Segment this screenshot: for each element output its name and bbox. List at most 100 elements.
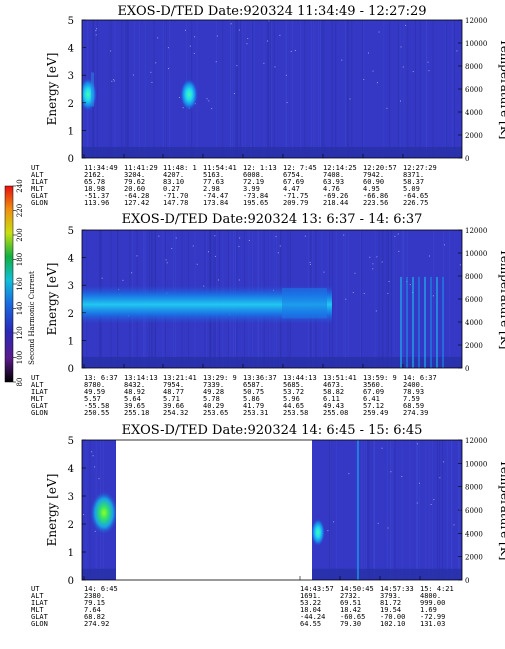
table-cell: 7.59 bbox=[403, 395, 420, 403]
table-cell: 4.95 bbox=[363, 185, 380, 193]
table-cell: 11:41:29 bbox=[124, 164, 158, 172]
speckle bbox=[165, 259, 167, 261]
texture-streak bbox=[110, 20, 112, 158]
texture-streak bbox=[96, 20, 98, 158]
speckle bbox=[390, 471, 392, 473]
speckle bbox=[323, 271, 325, 273]
table-cell: 4673. bbox=[323, 381, 344, 389]
y-tick-label: 1 bbox=[68, 126, 74, 137]
panel-title: EXOS-D/TED Date:920324 13: 6:37 - 14: 6:… bbox=[122, 212, 423, 227]
table-cell: 8371. bbox=[403, 171, 424, 179]
speckle bbox=[175, 237, 177, 239]
table-cell: 79.30 bbox=[340, 620, 361, 628]
table-cell: 68.82 bbox=[84, 613, 105, 621]
y2-tick-label: 6000 bbox=[465, 86, 483, 94]
texture-streak bbox=[121, 20, 123, 158]
texture-streak bbox=[432, 20, 434, 158]
texture-streak bbox=[165, 20, 167, 158]
texture-streak bbox=[401, 440, 403, 580]
table-cell: 18.42 bbox=[340, 606, 361, 614]
table-cell: 50.75 bbox=[243, 388, 264, 396]
speckle bbox=[381, 261, 383, 263]
texture-streak bbox=[389, 440, 391, 580]
texture-streak bbox=[240, 20, 242, 158]
plasma-enhancement bbox=[90, 490, 118, 535]
orbit-info-table: UT 14: 6:45 14:43:57 14:50:45 14:57:33 15: 4:… bbox=[31, 585, 454, 628]
table-cell: 253.58 bbox=[283, 409, 308, 417]
speckle bbox=[432, 295, 434, 297]
texture-streak bbox=[153, 20, 155, 158]
table-cell: 48.77 bbox=[163, 388, 184, 396]
speckle bbox=[136, 255, 138, 257]
panel-title: EXOS-D/TED Date:920324 11:34:49 - 12:27:… bbox=[117, 4, 426, 19]
y-tick-label: 5 bbox=[68, 436, 74, 447]
speckle bbox=[166, 262, 168, 264]
table-cell: 40.29 bbox=[203, 402, 224, 410]
texture-streak bbox=[383, 20, 385, 158]
table-cell: 14:43:57 bbox=[300, 585, 334, 593]
table-cell: 250.55 bbox=[84, 409, 109, 417]
table-cell: 259.49 bbox=[363, 409, 388, 417]
speckle bbox=[349, 98, 351, 100]
texture-streak bbox=[452, 20, 454, 158]
texture-streak bbox=[378, 230, 380, 368]
speckle bbox=[290, 50, 292, 52]
y2-axis-label: Temperature [K] bbox=[498, 249, 505, 350]
table-row-label: ILAT bbox=[31, 178, 49, 186]
speckle bbox=[101, 277, 103, 279]
texture-streak bbox=[318, 20, 320, 158]
table-cell: 3204. bbox=[124, 171, 145, 179]
texture-streak bbox=[163, 20, 165, 158]
speckle bbox=[236, 65, 238, 67]
table-cell: 81.72 bbox=[380, 599, 401, 607]
texture-streak bbox=[355, 440, 357, 580]
speckle bbox=[95, 30, 97, 32]
table-row-label: GLON bbox=[31, 620, 48, 628]
table-cell: 13:14:13 bbox=[124, 374, 158, 382]
speckle bbox=[377, 522, 379, 524]
low-energy-band bbox=[82, 356, 462, 368]
speckle bbox=[354, 272, 356, 274]
table-row-label: ALT bbox=[31, 381, 44, 389]
speckle bbox=[341, 59, 343, 61]
table-cell: 39.66 bbox=[163, 402, 184, 410]
texture-streak bbox=[345, 20, 347, 158]
texture-streak bbox=[127, 20, 128, 158]
texture-streak bbox=[390, 440, 391, 580]
speckle bbox=[113, 79, 115, 81]
speckle bbox=[363, 292, 365, 294]
texture-streak bbox=[270, 20, 271, 158]
table-cell: 44.65 bbox=[283, 402, 304, 410]
texture-streak bbox=[329, 440, 331, 580]
speckle bbox=[158, 235, 160, 237]
speckle bbox=[352, 292, 354, 294]
speckle bbox=[398, 250, 400, 252]
texture-streak bbox=[363, 440, 365, 580]
texture-streak bbox=[391, 440, 393, 580]
texture-streak bbox=[428, 440, 430, 580]
table-cell: 39.65 bbox=[124, 402, 145, 410]
y2-tick-label: 10000 bbox=[465, 250, 487, 258]
table-row-label: MLT bbox=[31, 185, 44, 193]
table-cell: -74.47 bbox=[203, 192, 228, 200]
table-row-label: ALT bbox=[31, 592, 44, 600]
texture-streak bbox=[396, 230, 397, 368]
plasma-enhancement bbox=[311, 518, 325, 547]
table-cell: 58.37 bbox=[403, 178, 424, 186]
table-cell: 2162. bbox=[84, 171, 105, 179]
table-cell: 13: 6:37 bbox=[84, 374, 118, 382]
y2-axis-label: Temperature [K] bbox=[498, 460, 505, 561]
y-tick-label: 0 bbox=[68, 576, 74, 587]
table-cell: 173.84 bbox=[203, 199, 228, 207]
speckle bbox=[418, 482, 420, 484]
table-cell: 5163. bbox=[203, 171, 224, 179]
speckle bbox=[444, 244, 446, 246]
speckle bbox=[459, 264, 461, 266]
y-tick-label: 2 bbox=[68, 309, 74, 320]
table-cell: 11:48: 1 bbox=[163, 164, 197, 172]
table-row-label: MLT bbox=[31, 395, 44, 403]
table-cell: 60.90 bbox=[363, 178, 384, 186]
speckle bbox=[206, 98, 208, 100]
y-axis-label: Energy [eV] bbox=[45, 474, 59, 547]
table-cell: 999.00 bbox=[420, 599, 445, 607]
